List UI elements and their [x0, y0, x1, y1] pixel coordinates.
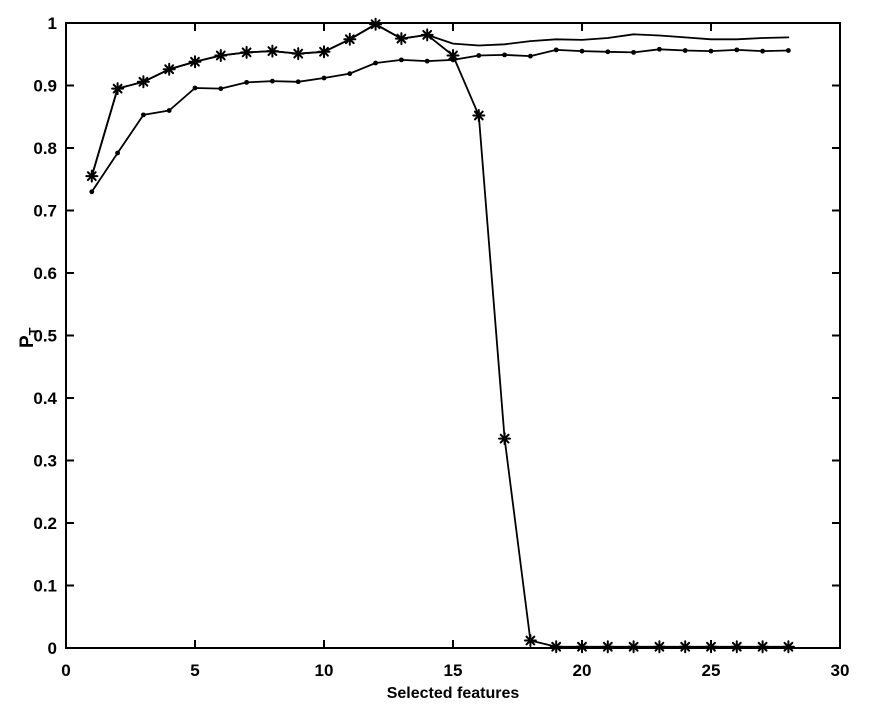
x-tick-label: 25: [702, 661, 721, 680]
asterisk-marker: [601, 640, 615, 654]
y-tick-label: 0.2: [33, 514, 57, 533]
x-axis-label: Selected features: [387, 685, 520, 702]
y-tick-label: 0.5: [33, 327, 57, 346]
axes-border: [65, 22, 841, 649]
asterisk-marker: [240, 45, 254, 59]
y-tick-label: 0: [48, 639, 57, 658]
asterisk-marker: [652, 640, 666, 654]
dot-marker: [141, 112, 146, 118]
asterisk-marker: [704, 640, 718, 654]
dot-marker: [631, 49, 636, 55]
asterisk-marker: [678, 640, 692, 654]
asterisk-marker: [214, 49, 228, 62]
dot-marker: [218, 86, 224, 92]
x-tick-label: 15: [444, 661, 463, 680]
asterisk-marker: [446, 49, 460, 62]
dot-marker: [166, 108, 172, 113]
asterisk-marker: [575, 640, 589, 654]
asterisk-marker: [136, 75, 150, 89]
dot-marker: [682, 48, 688, 53]
asterisk-marker: [420, 28, 434, 42]
dot-marker: [399, 57, 404, 63]
x-axis-ticks: 0 5 10 15 20 25 30: [61, 23, 849, 680]
series-asterisk-marker-line: [85, 17, 795, 654]
series-line: [90, 48, 790, 193]
dot-marker: [734, 47, 740, 53]
asterisk-marker: [291, 47, 305, 61]
dot-marker: [321, 75, 327, 81]
dot-marker: [708, 48, 714, 54]
series-dot-marker-line: [89, 46, 791, 195]
asterisk-marker: [627, 640, 641, 654]
dot-marker: [579, 48, 585, 54]
x-tick-label: 5: [190, 661, 199, 680]
series-upper-solid-line-no-marker: [90, 23, 790, 178]
y-axis-label: PT: [17, 327, 41, 348]
asterisk-marker: [111, 82, 125, 96]
dot-marker: [553, 47, 559, 53]
y-axis-ticks: 0 0.1 0.2 0.3 0.4 0.5 0.6 0.7 0.8 0.9 1: [33, 14, 840, 658]
dot-marker: [657, 46, 662, 52]
dot-marker: [270, 78, 275, 84]
asterisk-marker: [188, 55, 202, 69]
y-axis-label-main: P: [17, 335, 38, 348]
y-tick-label: 1: [48, 14, 57, 33]
asterisk-marker: [265, 44, 279, 58]
y-tick-label: 0.3: [33, 452, 57, 471]
plot-area: 0 5 10 15 20 25 30 0 0.1 0.2 0.3 0.4 0.5 0.6 0.7 0.8 0.9…: [33, 14, 849, 680]
x-tick-label: 10: [315, 661, 334, 680]
y-tick-label: 0.4: [33, 389, 57, 408]
x-tick-label: 20: [573, 661, 592, 680]
asterisk-marker: [781, 640, 795, 654]
asterisk-marker: [369, 17, 383, 31]
y-tick-label: 0.9: [33, 77, 57, 96]
dot-marker: [295, 79, 301, 85]
series-line: [90, 23, 790, 178]
x-tick-label: 0: [61, 661, 70, 680]
dot-marker: [528, 53, 533, 59]
dot-marker: [244, 79, 250, 85]
y-tick-label: 0.7: [33, 202, 57, 221]
dot-marker: [502, 52, 507, 58]
asterisk-marker: [498, 432, 512, 446]
dot-marker: [786, 48, 791, 53]
asterisk-marker: [756, 640, 770, 654]
asterisk-marker: [730, 640, 744, 654]
dot-marker: [89, 189, 95, 195]
x-tick-label: 30: [831, 661, 850, 680]
asterisk-marker: [549, 640, 563, 654]
dot-marker: [192, 85, 198, 91]
dot-marker: [115, 150, 120, 156]
y-tick-label: 0.6: [33, 264, 57, 283]
asterisk-marker: [162, 62, 176, 76]
y-axis-label-subscript: T: [26, 327, 41, 335]
dot-marker: [373, 60, 378, 66]
asterisk-marker: [523, 634, 537, 647]
dot-marker: [476, 53, 482, 58]
y-tick-label: 0.1: [33, 577, 57, 596]
asterisk-marker: [343, 32, 357, 46]
dot-marker: [605, 49, 611, 55]
y-tick-label: 0.8: [33, 139, 57, 158]
asterisk-marker: [85, 169, 99, 183]
dot-marker: [347, 71, 353, 77]
asterisk-marker: [472, 109, 486, 122]
series-line: [90, 23, 790, 648]
asterisk-marker: [394, 32, 408, 46]
dot-marker: [424, 58, 430, 64]
asterisk-marker: [317, 45, 331, 59]
dot-marker: [760, 48, 765, 54]
